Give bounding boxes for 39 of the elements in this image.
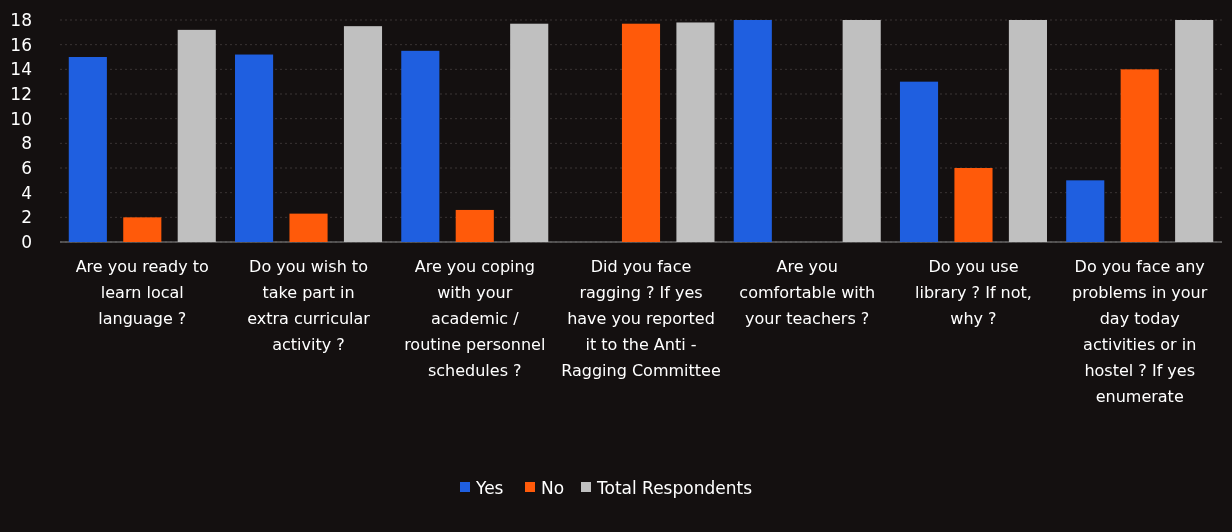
legend-label: No <box>541 477 565 498</box>
bar <box>343 26 383 242</box>
bar <box>842 20 881 242</box>
x-tick-label: Do you wish to take part in extra curricular activity ? <box>247 257 371 354</box>
y-tick-label: 18 <box>10 9 32 30</box>
bar <box>621 23 661 242</box>
bar <box>401 50 440 242</box>
y-tick-label: 0 <box>21 231 32 252</box>
bar <box>123 217 162 242</box>
y-tick-label: 4 <box>21 182 32 203</box>
bar <box>510 23 549 242</box>
x-tick-label: Are you comfortable with your teachers ? <box>739 257 876 328</box>
bar <box>235 54 274 242</box>
bar <box>733 20 772 242</box>
y-tick-label: 12 <box>10 83 32 104</box>
bar <box>954 168 993 242</box>
x-tick-label: Did you face ragging ? If yes have you reported it to the Anti - Ragging Committee <box>561 257 721 380</box>
x-tick-label: Do you face any problems in your day today activities or in hostel ? If yes enumerate <box>1072 257 1208 406</box>
y-tick-label: 8 <box>21 133 32 154</box>
y-tick-label: 6 <box>21 157 32 178</box>
legend-label: Yes <box>475 477 504 498</box>
y-tick-label: 10 <box>10 108 32 129</box>
bar <box>68 57 107 242</box>
bar <box>899 81 939 242</box>
bar <box>455 209 494 242</box>
x-tick-label: Do you use library ? If not, why ? <box>915 257 1032 328</box>
bar <box>289 213 328 242</box>
bar <box>676 22 715 242</box>
y-tick-label: 2 <box>21 207 32 228</box>
x-tick-label: Are you coping with your academic / routine personnel schedules ? <box>404 257 546 380</box>
bar <box>1066 180 1105 242</box>
bar <box>1008 20 1047 242</box>
bar <box>1120 69 1159 242</box>
bar <box>177 29 216 242</box>
legend-label: Total Respondents <box>596 477 753 498</box>
x-tick-label: Are you ready to learn local language ? <box>75 257 209 328</box>
y-tick-label: 16 <box>10 34 32 55</box>
y-tick-label: 14 <box>10 59 32 80</box>
bar <box>1175 20 1214 242</box>
